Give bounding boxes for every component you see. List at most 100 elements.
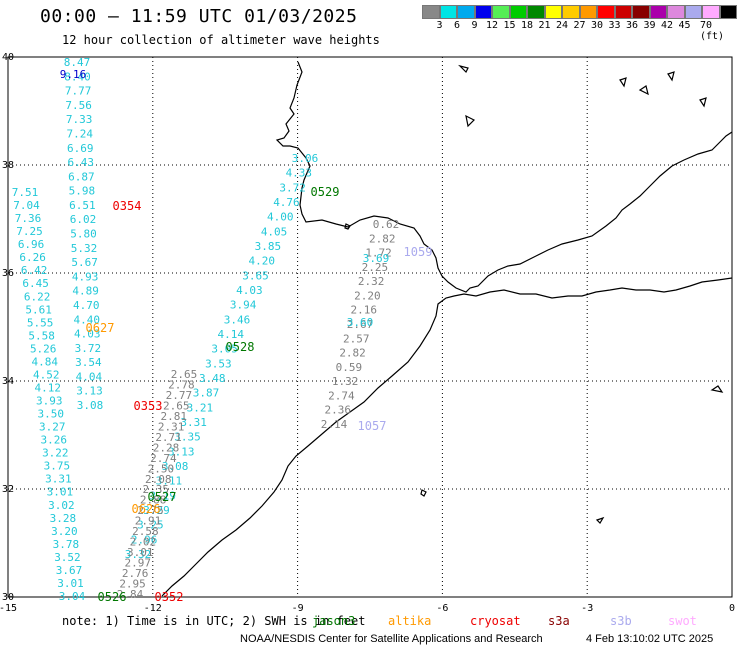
wave-height-value: 3.93 (36, 395, 63, 408)
map-canvas: 403836343230-15 -12 -9 -6 -3 0 8.478.407.777.… (0, 0, 740, 650)
wave-height-value: 2.74 (328, 389, 355, 402)
pass-id-label: 0627 (86, 321, 115, 335)
wave-height-value: 3.72 (75, 342, 102, 355)
wave-height-value: 3.53 (205, 357, 232, 370)
wave-height-value: 5.61 (25, 303, 52, 316)
wave-height-value: 2.36 (324, 404, 351, 417)
pass-id-label: 0353 (134, 399, 163, 413)
legend-item-jason3: jason3 (312, 614, 355, 628)
wave-height-value: 7.25 (16, 225, 43, 238)
wave-height-value: 3.21 (187, 401, 214, 414)
wave-height-value: 9.16 (60, 68, 87, 81)
footer-date: 4 Feb 13:10:02 UTC 2025 (586, 633, 713, 645)
wave-height-value: 6.69 (67, 142, 94, 155)
pass-id-label: 0352 (155, 590, 184, 604)
wave-height-value: 4.76 (273, 196, 300, 209)
wave-height-value: 7.36 (15, 212, 42, 225)
wave-height-value: 5.80 (70, 228, 97, 241)
wave-height-value: 3.65 (242, 269, 269, 282)
footer-credit: NOAA/NESDIS Center for Satellite Applica… (240, 633, 543, 645)
wave-height-value: 5.26 (30, 342, 57, 355)
legend-item-swot: swot (668, 614, 697, 628)
pass-id-label: 1057 (358, 419, 387, 433)
wave-height-value: 3.01 (57, 577, 84, 590)
wave-height-value: 3.26 (41, 434, 68, 447)
wave-height-value: 4.03 (236, 284, 263, 297)
wave-height-value: 4.05 (261, 225, 288, 238)
wave-height-value: 3.54 (75, 356, 102, 369)
wave-height-value: 3.13 (76, 385, 103, 398)
wave-height-value: 3.67 (56, 564, 83, 577)
lon-label: -3 (581, 603, 593, 614)
wave-height-value: 2.57 (343, 332, 370, 345)
wave-height-value: 5.67 (71, 256, 98, 269)
wave-height-value: 5.58 (28, 329, 55, 342)
wave-height-value: 6.96 (18, 238, 45, 251)
wave-height-value: 2.32 (358, 275, 385, 288)
lon-label: -12 (144, 603, 162, 614)
wave-height-value: 3.75 (44, 460, 71, 473)
lat-label: 40 (2, 52, 14, 63)
wave-height-value: 3.60 (347, 316, 374, 329)
wave-height-value: 4.20 (248, 255, 275, 268)
wave-height-value: 3.27 (39, 421, 66, 434)
wave-height-value: 6.43 (68, 156, 95, 169)
lat-label: 30 (2, 592, 14, 603)
lon-label: -6 (436, 603, 448, 614)
wave-height-value: 3.08 (77, 399, 104, 412)
lon-label: 0 (729, 603, 735, 614)
pass-id-label: 1059 (404, 245, 433, 259)
pass-id-label: 0354 (113, 199, 142, 213)
pass-id-label: 0526 (98, 590, 127, 604)
wave-height-value: 4.84 (31, 355, 58, 368)
wave-height-value: 3.72 (279, 181, 306, 194)
wave-height-value: 4.00 (267, 211, 294, 224)
coastline (162, 62, 732, 596)
wave-height-value: 4.52 (33, 368, 60, 381)
wave-height-value: 4.12 (34, 381, 61, 394)
wave-height-value: 3.20 (51, 525, 78, 538)
wave-height-value: 2.82 (339, 347, 366, 360)
pass-id-label: 0529 (311, 185, 340, 199)
wave-height-value: 4.93 (72, 270, 99, 283)
legend-item-s3b: s3b (610, 614, 632, 628)
wave-height-value: 3.01 (47, 486, 74, 499)
wave-height-value: 5.98 (69, 185, 96, 198)
legend-item-s3a: s3a (548, 614, 570, 628)
wave-height-value: 3.50 (38, 408, 65, 421)
wave-height-value: 6.87 (68, 170, 95, 183)
wave-height-value: 7.24 (66, 127, 93, 140)
wave-height-value: 3.78 (53, 538, 80, 551)
wave-height-value: 3.87 (193, 387, 220, 400)
legend-item-altika: altika (388, 614, 431, 628)
wave-height-value: 4.33 (286, 167, 313, 180)
wave-height-value: 3.22 (42, 447, 69, 460)
wave-height-value: 3.31 (45, 473, 72, 486)
wave-height-value: 3.02 (48, 499, 75, 512)
lat-label: 38 (2, 160, 14, 171)
iberia-coast (277, 62, 732, 292)
wave-height-value: 3.46 (224, 313, 251, 326)
wave-height-value: 3.06 (292, 152, 319, 165)
legend-item-cryosat: cryosat (470, 614, 521, 628)
wave-height-value: 7.51 (12, 186, 39, 199)
wave-height-value: 6.22 (24, 290, 51, 303)
wave-height-value: 4.70 (73, 299, 100, 312)
lon-label: -15 (0, 603, 17, 614)
wave-height-value: 2.14 (321, 418, 348, 431)
wave-height-value: 3.94 (230, 299, 257, 312)
wave-height-value: 6.02 (70, 213, 97, 226)
wave-height-value: 2.82 (369, 232, 396, 245)
wave-height-value: 2.20 (354, 289, 381, 302)
wave-height-value: 3.28 (50, 512, 77, 525)
wave-height-values: 8.478.40 7.777.567.337.24 6.696.436.87 5.98… (12, 56, 400, 603)
wave-height-value: 5.55 (27, 316, 54, 329)
wave-height-value: 4.04 (76, 370, 103, 383)
wave-height-value: 7.77 (65, 85, 92, 98)
wave-height-value: 6.42 (21, 264, 48, 277)
lon-label: -9 (292, 603, 304, 614)
wave-height-value: 7.33 (66, 113, 93, 126)
lat-label: 36 (2, 268, 14, 279)
wave-height-value: 6.26 (19, 251, 46, 264)
wave-height-value: 7.04 (13, 199, 40, 212)
